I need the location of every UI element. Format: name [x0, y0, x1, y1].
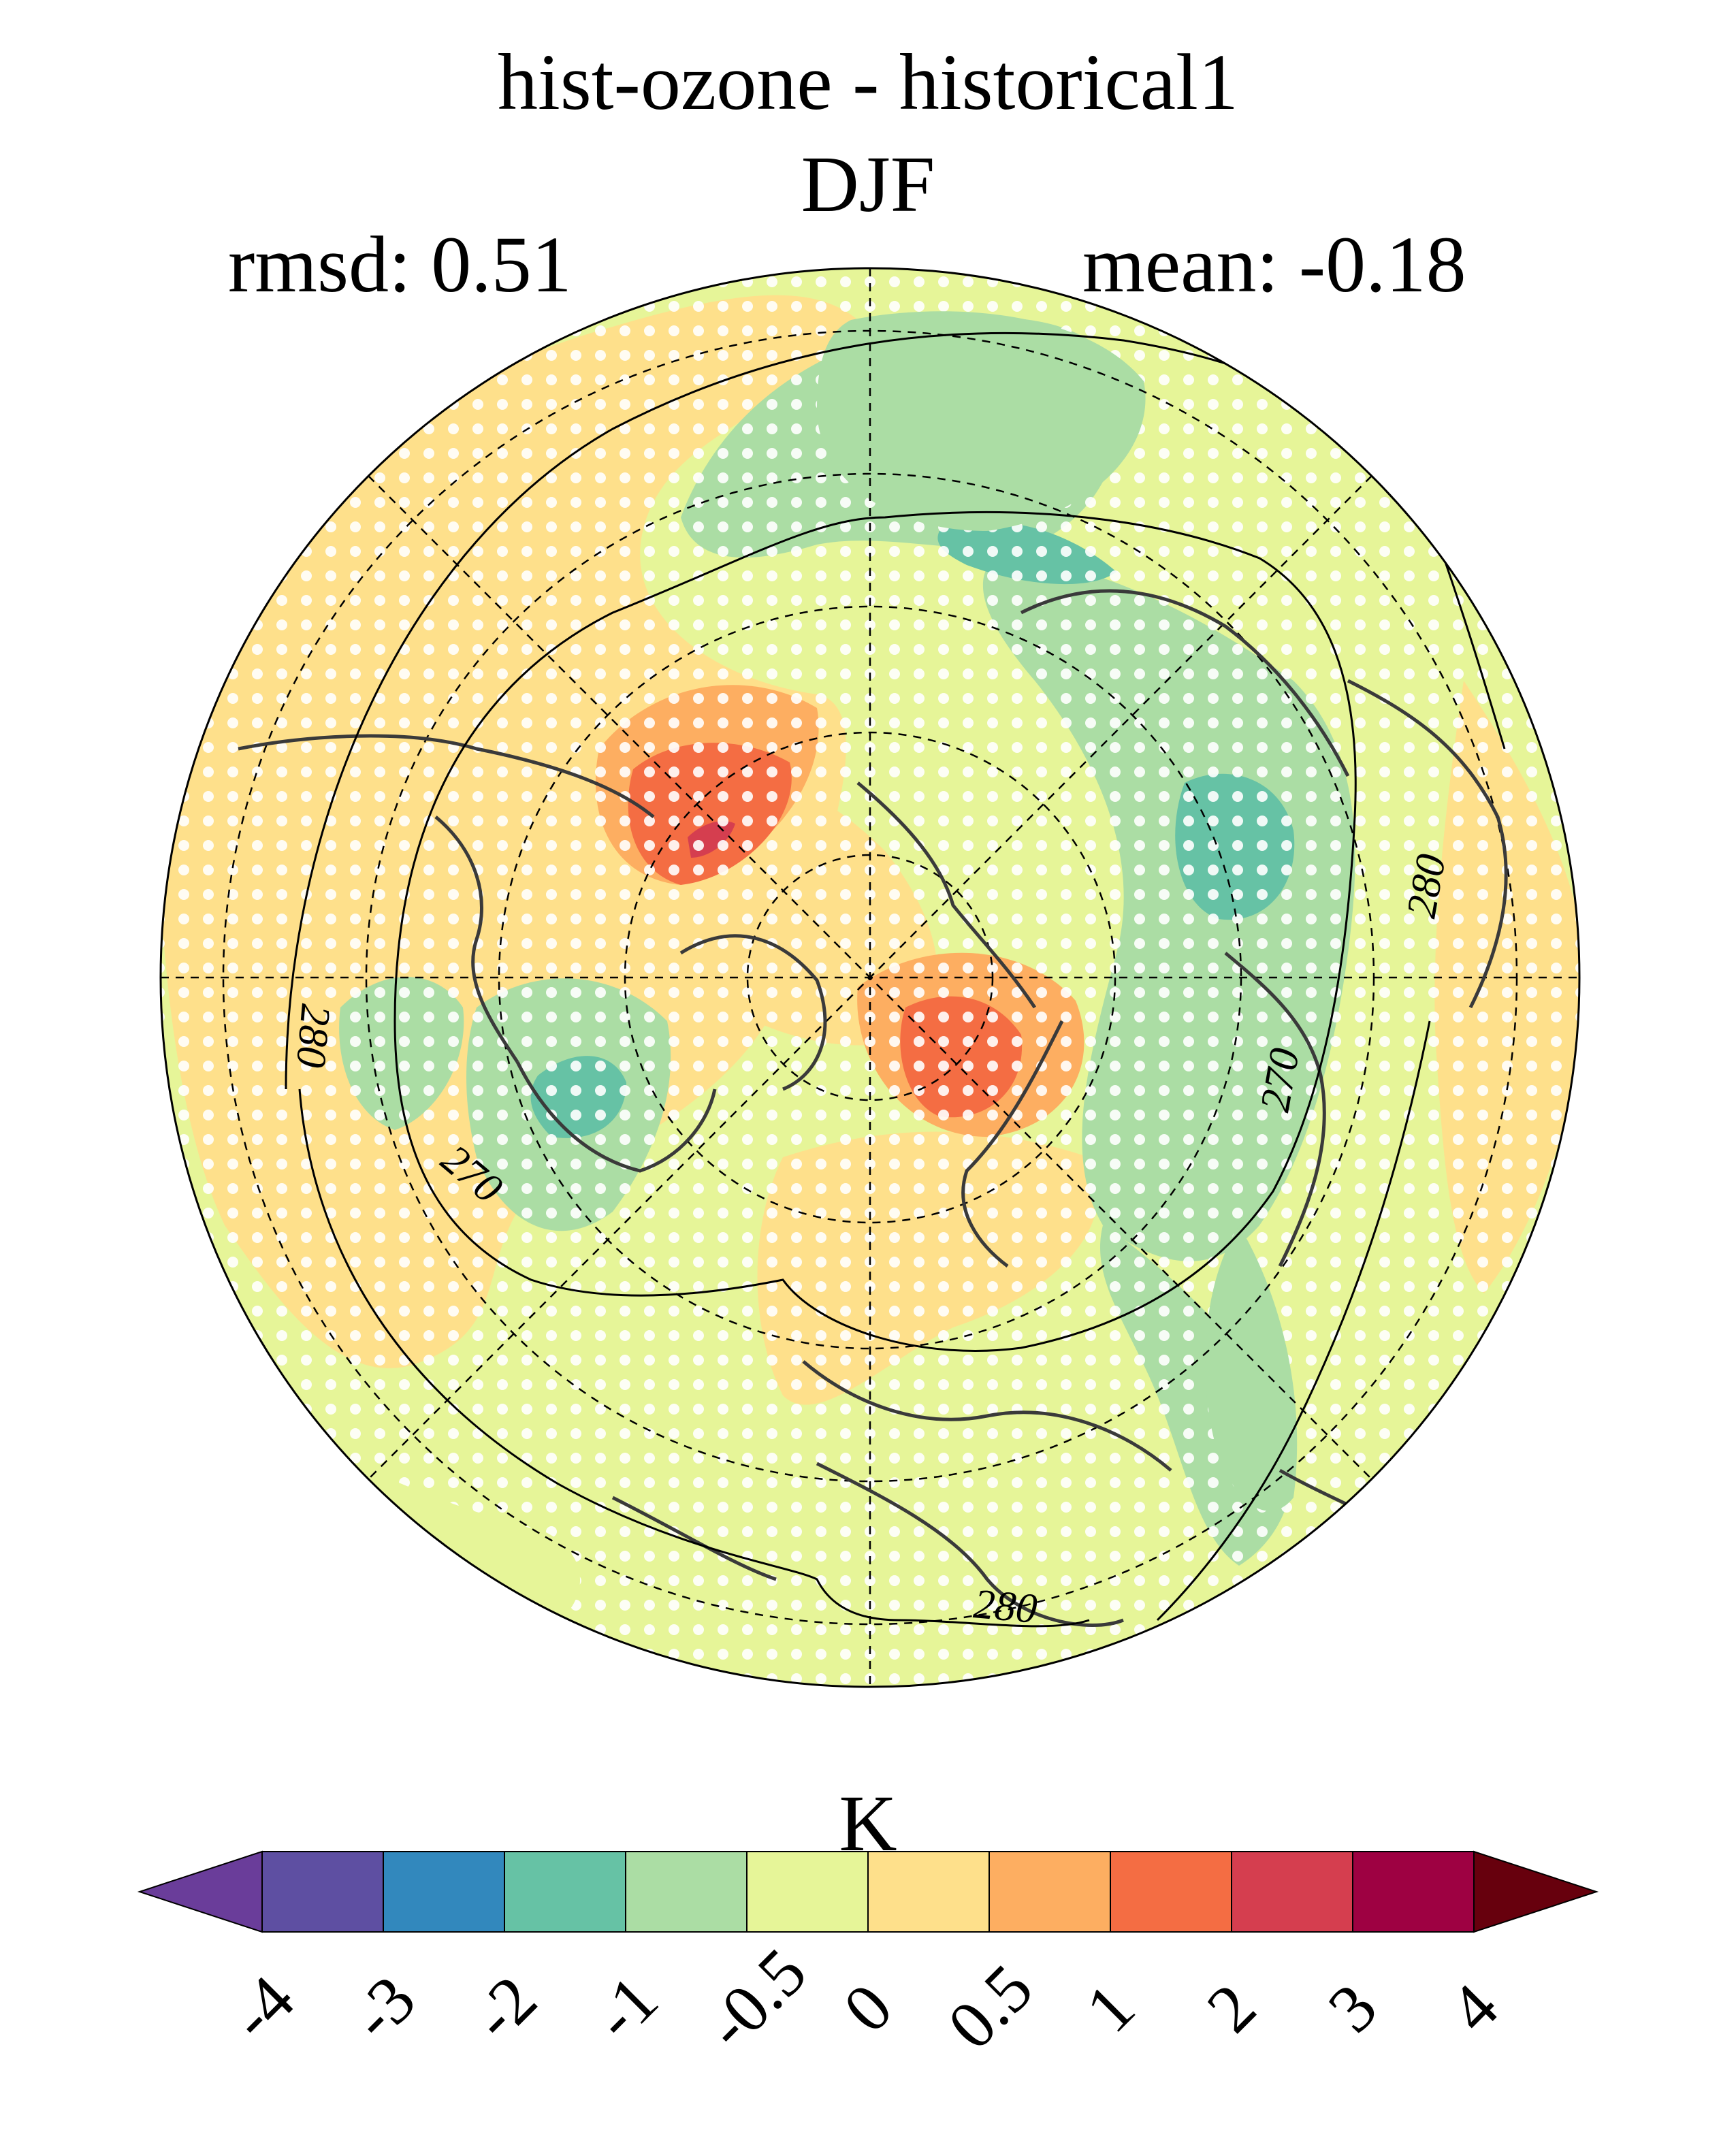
colorbar-over-arrow	[1473, 1850, 1599, 1933]
rmsd-label: rmsd: 0.51	[228, 220, 572, 309]
colorbar-segment	[504, 1851, 626, 1933]
contour-label-280-west: 280	[287, 1002, 339, 1069]
contour-label-270-east: 270	[1252, 1045, 1308, 1115]
colorbar-segment	[1231, 1851, 1353, 1933]
map-title: hist-ozone - historical1	[498, 37, 1238, 127]
graticule	[161, 268, 1579, 1687]
colorbar-segment	[988, 1851, 1111, 1933]
colorbar-segment	[625, 1851, 748, 1933]
colorbar-segment	[1352, 1851, 1475, 1933]
colorbar-under-arrow	[137, 1850, 263, 1933]
polar-map: 280 270 280 270 280	[159, 267, 1581, 1688]
colorbar-segment	[261, 1851, 384, 1933]
contour-280-south	[298, 1088, 1090, 1628]
season-label: DJF	[801, 140, 935, 229]
colorbar-segment	[746, 1851, 869, 1933]
contour-label-280-south: 280	[971, 1581, 1039, 1632]
contour-270	[393, 511, 1357, 1352]
colorbar-segment	[383, 1851, 505, 1933]
colorbar-segment	[867, 1851, 990, 1933]
colorbar-segment	[1110, 1851, 1232, 1933]
map-border	[159, 267, 1581, 1688]
contour-label-280-east: 280	[1398, 851, 1455, 921]
field-unstippled-2	[1205, 1225, 1298, 1511]
contour-labels: 280 270 280 270 280	[287, 851, 1455, 1632]
field-unstippled-1	[817, 311, 1146, 531]
mean-label: mean: -0.18	[1082, 220, 1466, 309]
colorbar-unit-label: K	[839, 1779, 897, 1868]
contour-280-east	[1156, 1020, 1431, 1621]
